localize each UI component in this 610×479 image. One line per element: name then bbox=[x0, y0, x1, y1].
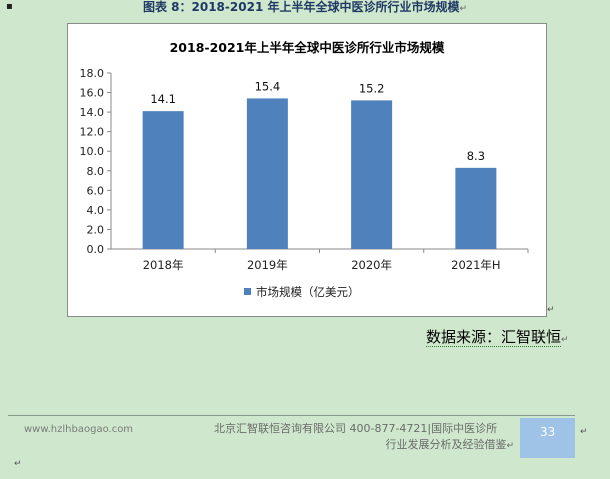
chart-frame: 2018-2021年上半年全球中医诊所行业市场规模 0.0 2.0 4.0 6.0 8.0… bbox=[67, 23, 547, 317]
figure-caption-text: 图表 8：2018-2021 年上半年全球中医诊所行业市场规模 bbox=[142, 0, 460, 14]
y-tick-label: 0.0 bbox=[87, 243, 105, 256]
y-tick-label: 18.0 bbox=[80, 67, 105, 80]
x-tick-label: 2018年 bbox=[143, 258, 184, 272]
bar-chart: 2018-2021年上半年全球中医诊所行业市场规模 0.0 2.0 4.0 6.0 8.0… bbox=[80, 40, 529, 299]
page-number: 33 bbox=[540, 425, 556, 439]
x-tick-label: 2021年H bbox=[451, 258, 500, 272]
data-source-text: 数据来源：汇智联恒 bbox=[426, 328, 562, 347]
bar-1 bbox=[142, 111, 184, 249]
bar-4 bbox=[455, 167, 497, 249]
data-label: 15.4 bbox=[255, 79, 281, 93]
y-tick-label: 12.0 bbox=[80, 126, 105, 139]
data-label: 8.3 bbox=[467, 149, 485, 163]
bar-2 bbox=[246, 98, 288, 249]
y-tick-label: 16.0 bbox=[80, 87, 105, 100]
data-label: 15.2 bbox=[359, 81, 385, 95]
paragraph-mark-bottom: ↵ bbox=[14, 459, 22, 469]
y-tick-label: 4.0 bbox=[87, 204, 105, 217]
data-source: 数据来源：汇智联恒↵ bbox=[426, 326, 569, 347]
bullet-mark: ▪ bbox=[6, 1, 13, 12]
page-number-box: 33 bbox=[520, 418, 575, 458]
x-tick-label: 2019年 bbox=[247, 258, 288, 272]
x-tick-label: 2020年 bbox=[351, 258, 392, 272]
figure-caption: 图表 8：2018-2021 年上半年全球中医诊所行业市场规模↵ bbox=[0, 0, 610, 15]
chart-title: 2018-2021年上半年全球中医诊所行业市场规模 bbox=[170, 40, 445, 55]
y-tick-label: 8.0 bbox=[87, 165, 105, 178]
y-tick-label: 10.0 bbox=[80, 145, 105, 158]
y-tick-label: 6.0 bbox=[87, 184, 105, 197]
bar-3 bbox=[351, 100, 393, 249]
y-tick-label: 2.0 bbox=[87, 223, 105, 236]
y-tick-label: 14.0 bbox=[80, 106, 105, 119]
footer-website[interactable]: www.hzlhbaogao.com bbox=[24, 424, 134, 435]
legend-label: 市场规模（亿美元） bbox=[256, 285, 360, 299]
paragraph-mark: ↵ bbox=[459, 4, 468, 14]
footer-company-line1: 北京汇智联恒咨询有限公司 400-877-4721|国际中医诊所 bbox=[214, 422, 498, 435]
legend-swatch bbox=[244, 288, 251, 295]
paragraph-mark-chart: ↵ bbox=[547, 305, 555, 315]
footer-divider bbox=[8, 415, 575, 416]
data-label: 14.1 bbox=[150, 92, 176, 106]
footer-company-line2: 行业发展分析及经验借鉴 bbox=[385, 438, 507, 451]
paragraph-mark-source: ↵ bbox=[561, 335, 569, 345]
paragraph-mark-footer: ↵ bbox=[506, 441, 514, 451]
paragraph-mark-page: ↵ bbox=[580, 427, 588, 437]
footer-company: 北京汇智联恒咨询有限公司 400-877-4721|国际中医诊所 行业发展分析及… bbox=[214, 421, 514, 454]
